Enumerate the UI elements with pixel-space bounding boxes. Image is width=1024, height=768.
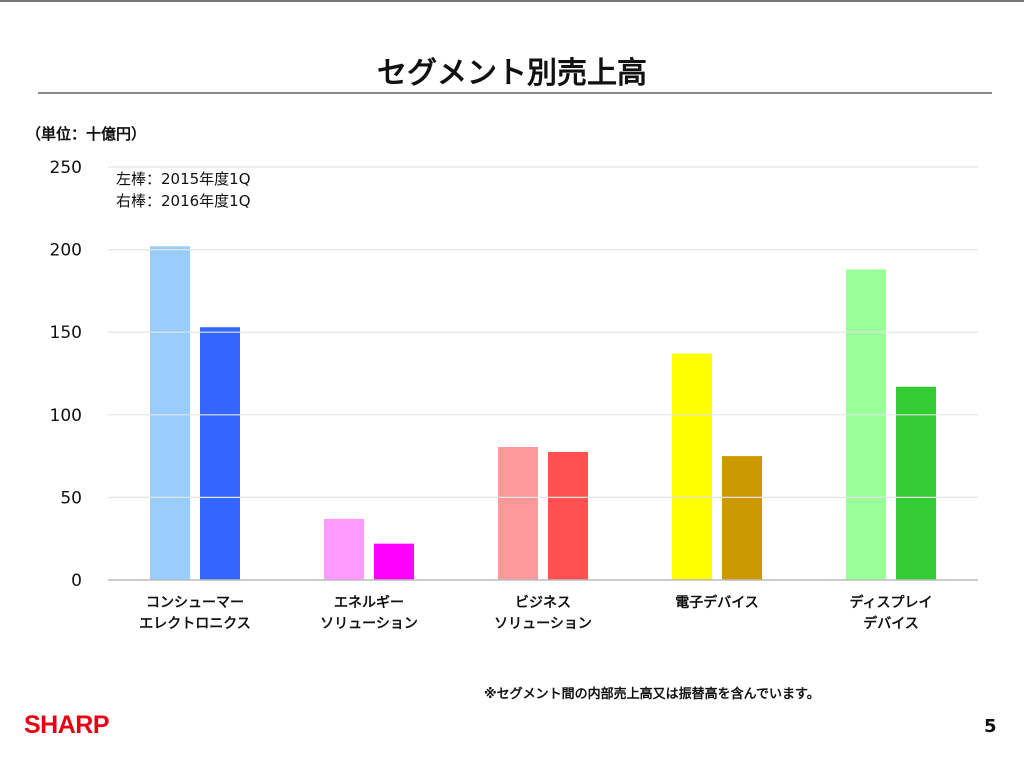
bar-2015q1-2: [498, 447, 538, 580]
bar-2016q1-0: [200, 327, 240, 580]
category-label: コンシューマー: [146, 595, 244, 611]
sharp-logo: SHARP: [24, 711, 110, 739]
category-label: ディスプレイ: [849, 594, 932, 611]
bar-2015q1-0: [150, 246, 190, 580]
y-tick-label: 150: [50, 323, 82, 343]
y-tick-label: 0: [71, 571, 82, 591]
category-label: ビジネス: [515, 595, 571, 611]
category-label: 電子デバイス: [675, 594, 759, 611]
category-label: デバイス: [863, 615, 919, 632]
bar-2016q1-3: [722, 456, 762, 580]
bar-2015q1-1: [324, 518, 364, 580]
footnote: ※セグメント間の内部売上高又は振替高を含んでいます。: [484, 687, 820, 702]
legend-right-bar: 右棒：2016年度1Q: [116, 192, 251, 210]
category-label: ソリューション: [494, 616, 592, 632]
y-tick-label: 50: [60, 488, 82, 508]
title-divider: [38, 92, 992, 94]
page-number: 5: [984, 716, 997, 737]
bar-2015q1-4: [846, 269, 886, 580]
top-border: [0, 0, 1024, 2]
y-tick-label: 250: [50, 158, 82, 178]
y-tick-label: 200: [50, 241, 82, 261]
page-title: セグメント別売上高: [377, 56, 647, 91]
bar-2016q1-2: [548, 451, 588, 580]
unit-label: （単位：十億円）: [26, 125, 147, 143]
bar-2016q1-1: [374, 543, 414, 580]
y-tick-label: 100: [50, 406, 82, 426]
category-label: エネルギー: [334, 594, 404, 611]
category-label: エレクトロニクス: [139, 616, 251, 632]
category-label: ソリューション: [320, 616, 418, 632]
bar-2016q1-4: [896, 386, 936, 580]
legend-left-bar: 左棒：2015年度1Q: [116, 170, 251, 188]
bar-2015q1-3: [672, 353, 712, 580]
legend: 左棒：2015年度1Q 右棒：2016年度1Q: [116, 168, 251, 212]
